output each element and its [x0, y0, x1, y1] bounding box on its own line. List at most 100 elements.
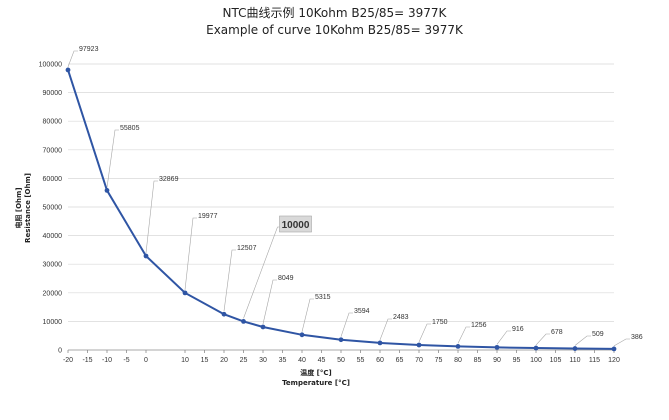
x-axis-title: 温度 [°C] [300, 368, 331, 377]
data-point [182, 290, 188, 296]
x-tick-label: 90 [493, 357, 501, 364]
series-line [67, 69, 615, 350]
data-label: 3594 [354, 308, 370, 315]
x-tick-label: 110 [569, 357, 580, 364]
leader-line [262, 279, 277, 325]
data-label: 32869 [159, 176, 179, 183]
highlight-label-box [279, 215, 312, 233]
x-tick-label: 0 [144, 357, 148, 364]
y-axis-title-en: Resistance [Ohm] [24, 173, 32, 243]
data-point [241, 319, 246, 324]
data-label: 678 [551, 329, 563, 336]
x-tick-label: 105 [550, 357, 562, 364]
data-point [533, 345, 539, 351]
leader-line [613, 338, 630, 347]
data-label: 509 [592, 331, 604, 338]
leader-line [184, 217, 197, 290]
x-tick-label: 15 [201, 357, 209, 364]
leader-line [243, 226, 282, 319]
axis-layer: 0 10000 20000 30000 40000 50000 60000 70000 8000… [39, 62, 620, 365]
data-label: 19977 [198, 213, 218, 220]
chart-title: NTC曲线示例 10Kohm B25/85= 3977K [223, 6, 448, 20]
y-tick-label: 90000 [43, 90, 63, 97]
data-label: 12507 [237, 245, 257, 252]
x-tick-label: 75 [435, 357, 443, 364]
leader-line [340, 312, 353, 337]
data-label: 5315 [315, 294, 331, 301]
leader-line [457, 326, 470, 344]
x-tick-label: -20 [63, 357, 73, 364]
x-tick-label: 30 [259, 357, 267, 364]
leader-line [574, 335, 591, 346]
x-tick-label: 35 [279, 357, 287, 364]
x-tick-label: 80 [454, 357, 462, 364]
y-tick-label: 80000 [43, 119, 63, 126]
data-point [143, 253, 149, 259]
y-tick-label: 60000 [43, 176, 63, 183]
data-label: 1750 [432, 319, 448, 326]
data-point [260, 324, 266, 330]
data-label: 1256 [471, 322, 487, 329]
label-layer: 97923 55805 32869 19977 12507 10000 8049 5315 35… [79, 46, 643, 341]
leader-line [535, 333, 550, 346]
data-point [221, 311, 227, 317]
data-point [65, 67, 71, 73]
data-point [299, 332, 305, 338]
leader-line [223, 249, 236, 312]
x-tick-label: 95 [513, 357, 521, 364]
y-axis-title: 电阻 [Ohm] [14, 187, 23, 228]
data-label: 8049 [278, 275, 294, 282]
y-tick-label: 30000 [43, 262, 63, 269]
x-tick-label: 65 [396, 357, 404, 364]
x-tick-label: 40 [298, 357, 306, 364]
x-tick-label: 60 [376, 357, 384, 364]
x-tick-label: 20 [220, 357, 228, 364]
leader-line [418, 323, 431, 343]
leader-line [145, 180, 158, 254]
x-tick-label: 100 [530, 357, 542, 364]
y-tick-label: 50000 [43, 205, 63, 212]
x-tick-label: -5 [123, 357, 129, 364]
leader-line [106, 129, 119, 188]
data-label: 386 [631, 334, 643, 341]
x-tick-label: -15 [82, 357, 92, 364]
data-point [338, 337, 344, 343]
data-point [455, 344, 461, 349]
x-tick-label: 120 [608, 357, 620, 364]
series-layer [65, 67, 617, 352]
x-tick-label: 10 [181, 357, 189, 364]
leader-line [301, 298, 314, 332]
data-label: 916 [512, 326, 524, 333]
data-label: 2483 [393, 314, 409, 321]
y-tick-label: 40000 [43, 233, 63, 240]
x-tick-label: 115 [589, 357, 600, 364]
data-label: 55805 [120, 125, 140, 132]
data-point [104, 187, 110, 193]
data-point [572, 346, 578, 351]
leader-line [67, 50, 78, 68]
x-tick-label: 55 [357, 357, 365, 364]
data-point [416, 342, 422, 348]
data-point [611, 346, 617, 352]
leader-layer [67, 50, 630, 347]
y-tick-label: 10000 [43, 319, 63, 326]
x-axis-title-en: Temperature [°C] [282, 379, 350, 387]
y-tick-label: 100000 [39, 62, 62, 69]
y-tick-label: 70000 [43, 147, 63, 154]
x-tick-label: 25 [240, 357, 248, 364]
x-tick-label: 45 [318, 357, 326, 364]
leader-line [496, 330, 511, 345]
y-tick-label: 0 [58, 348, 62, 355]
x-tick-label: 50 [337, 357, 345, 364]
y-tick-label: 20000 [43, 290, 63, 297]
x-tick-label: 85 [474, 357, 482, 364]
leader-line [379, 318, 392, 341]
grid-layer [68, 63, 614, 322]
data-point [377, 340, 383, 346]
x-tick-label: 70 [415, 357, 423, 364]
data-label-highlight: 10000 [282, 220, 310, 231]
chart-subtitle: Example of curve 10Kohm B25/85= 3977K [206, 23, 464, 37]
data-point [494, 344, 500, 350]
